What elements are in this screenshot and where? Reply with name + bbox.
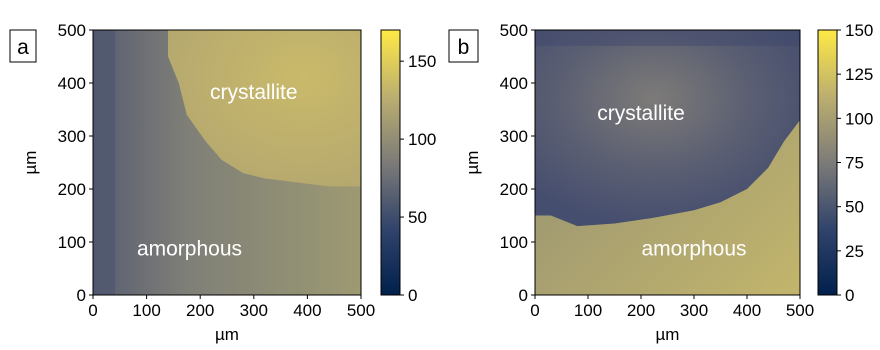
colorbar-tick-label: 150 (845, 21, 873, 40)
x-tick-label: 400 (733, 301, 761, 320)
panel-label-box (9, 29, 37, 63)
plot-frame-a (92, 29, 362, 296)
crystallite-region (168, 30, 361, 187)
y-tick-label: 300 (500, 127, 528, 146)
colorbar-tick-label: 50 (408, 208, 427, 227)
top-edge-shading (535, 30, 800, 46)
y-tick-label: 500 (58, 21, 86, 40)
y-tick-label: 300 (58, 127, 86, 146)
x-tick-label: 300 (240, 301, 268, 320)
x-axis-label: µm (215, 325, 239, 344)
heatmap-image-a (93, 30, 361, 295)
y-tick-label: 0 (519, 286, 528, 305)
colorbar-tick-label: 75 (845, 154, 864, 173)
x-tick-label: 200 (627, 301, 655, 320)
x-tick-label: 400 (293, 301, 321, 320)
y-tick-label: 400 (58, 74, 86, 93)
panel-label: a (17, 36, 29, 59)
y-axis-label: µm (21, 151, 40, 175)
annotation-crystallite: crystallite (597, 102, 685, 125)
colorbar-tick-label: 0 (408, 286, 417, 305)
colorbar-tick-label: 50 (845, 198, 864, 217)
x-tick-label: 500 (786, 301, 814, 320)
y-tick-label: 100 (500, 233, 528, 252)
y-tick-label: 500 (500, 21, 528, 40)
x-tick-label: 100 (132, 301, 160, 320)
x-tick-label: 100 (574, 301, 602, 320)
heatmap-image-b (535, 30, 800, 295)
colorbar-tick-label: 125 (845, 65, 873, 84)
colorbar-tick-label: 150 (408, 52, 436, 71)
annotation-amorphous: amorphous (641, 237, 746, 260)
y-tick-label: 200 (58, 180, 86, 199)
y-tick-label: 100 (58, 233, 86, 252)
colorbar-tick-label: 25 (845, 242, 864, 261)
colorbar (817, 29, 838, 296)
x-tick-label: 300 (680, 301, 708, 320)
crystallite-region (535, 30, 800, 227)
y-tick-label: 400 (500, 74, 528, 93)
annotation-crystallite: crystallite (210, 81, 298, 104)
colorbar-tick-label: 100 (408, 130, 436, 149)
plot-frame-b (534, 29, 801, 296)
panel-label: b (458, 36, 470, 59)
annotation-amorphous: amorphous (137, 237, 242, 260)
edge-shading (93, 30, 115, 295)
y-axis-label: µm (463, 151, 482, 175)
colorbar-tick-label: 0 (845, 286, 854, 305)
y-tick-label: 200 (500, 180, 528, 199)
x-tick-label: 500 (347, 301, 375, 320)
panel-label-box (448, 29, 479, 63)
x-tick-label: 200 (186, 301, 214, 320)
colorbar-tick-label: 100 (845, 109, 873, 128)
colorbar (380, 29, 401, 296)
x-tick-label: 0 (530, 301, 539, 320)
y-tick-label: 0 (77, 286, 86, 305)
x-axis-label: µm (656, 325, 680, 344)
x-tick-label: 0 (88, 301, 97, 320)
